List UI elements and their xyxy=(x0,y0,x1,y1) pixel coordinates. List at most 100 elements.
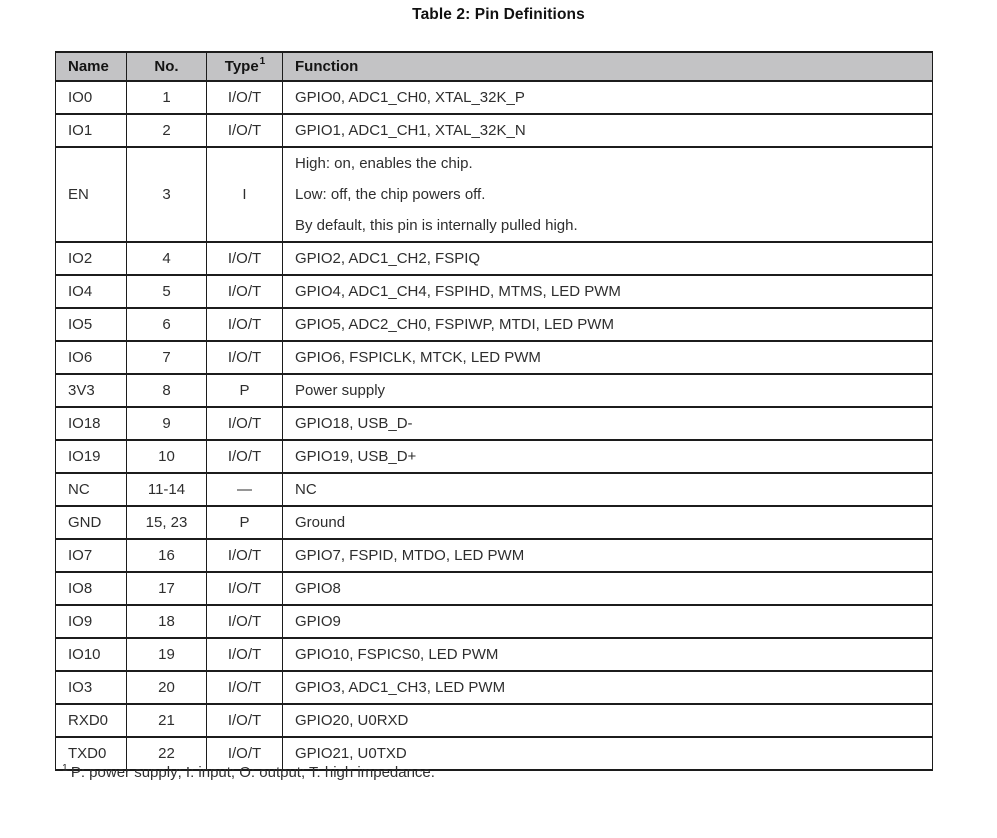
cell-pin-no: 18 xyxy=(126,604,207,639)
cell-pin-function: NC xyxy=(282,472,933,507)
cell-pin-type: I/O/T xyxy=(206,80,283,115)
col-header-function-label: Function xyxy=(295,58,359,75)
cell-pin-function: GPIO9 xyxy=(282,604,933,639)
function-line: Power supply xyxy=(295,382,386,399)
cell-pin-type: I/O/T xyxy=(206,406,283,441)
function-line: GPIO2, ADC1_CH2, FSPIQ xyxy=(295,250,481,267)
cell-pin-name: TXD0 xyxy=(55,736,127,771)
cell-pin-name: IO9 xyxy=(55,604,127,639)
cell-pin-no: 19 xyxy=(126,637,207,672)
cell-pin-no: 6 xyxy=(126,307,207,342)
table-row: GND 15, 23 P Ground xyxy=(55,505,933,540)
cell-pin-name: IO19 xyxy=(55,439,127,474)
table-row: TXD0 22 I/O/T GPIO21, U0TXD xyxy=(55,736,933,771)
table-row: RXD0 21 I/O/T GPIO20, U0RXD xyxy=(55,703,933,738)
table-row: IO5 6 I/O/T GPIO5, ADC2_CH0, FSPIWP, MTDI, … xyxy=(55,307,933,342)
table-footnote: 1 P: power supply; I: input; O: output; T… xyxy=(62,762,435,781)
table-row: IO4 5 I/O/T GPIO4, ADC1_CH4, FSPIHD, MTMS, … xyxy=(55,274,933,309)
table-row: 3V3 8 P Power supply xyxy=(55,373,933,408)
cell-pin-name: GND xyxy=(55,505,127,540)
cell-pin-type: P xyxy=(206,505,283,540)
function-line: GPIO21, U0TXD xyxy=(295,745,407,762)
table-row: EN 3 I High: on, enables the chip. Low: off,… xyxy=(55,146,933,243)
col-header-type: Type1 xyxy=(206,51,283,82)
table-row: IO19 10 I/O/T GPIO19, USB_D+ xyxy=(55,439,933,474)
cell-pin-name: NC xyxy=(55,472,127,507)
function-line: GPIO20, U0RXD xyxy=(295,712,409,729)
cell-pin-function: GPIO5, ADC2_CH0, FSPIWP, MTDI, LED PWM xyxy=(282,307,933,342)
table-row: IO8 17 I/O/T GPIO8 xyxy=(55,571,933,606)
cell-pin-no: 20 xyxy=(126,670,207,705)
cell-pin-type: — xyxy=(206,472,283,507)
cell-pin-name: IO4 xyxy=(55,274,127,309)
pin-definitions-table: Name No. Type1 Function IO0 1 I/O/T GPIO0, … xyxy=(55,51,933,771)
col-header-name-label: Name xyxy=(68,58,109,75)
cell-pin-no: 4 xyxy=(126,241,207,276)
function-line: Low: off, the chip powers off. xyxy=(295,186,486,203)
footnote-text: P: power supply; I: input; O: output; T:… xyxy=(70,764,435,781)
cell-pin-function: GPIO3, ADC1_CH3, LED PWM xyxy=(282,670,933,705)
function-line: GPIO10, FSPICS0, LED PWM xyxy=(295,646,499,663)
function-line: GPIO1, ADC1_CH1, XTAL_32K_N xyxy=(295,122,526,139)
cell-pin-function: GPIO20, U0RXD xyxy=(282,703,933,738)
table-row: IO9 18 I/O/T GPIO9 xyxy=(55,604,933,639)
table-row: IO2 4 I/O/T GPIO2, ADC1_CH2, FSPIQ xyxy=(55,241,933,276)
table-row: IO10 19 I/O/T GPIO10, FSPICS0, LED PWM xyxy=(55,637,933,672)
cell-pin-function: GPIO19, USB_D+ xyxy=(282,439,933,474)
table-row: IO0 1 I/O/T GPIO0, ADC1_CH0, XTAL_32K_P xyxy=(55,80,933,115)
cell-pin-function: High: on, enables the chip. Low: off, the… xyxy=(282,146,933,243)
function-line: GPIO7, FSPID, MTDO, LED PWM xyxy=(295,547,525,564)
function-line: High: on, enables the chip. xyxy=(295,155,473,172)
function-line: GPIO5, ADC2_CH0, FSPIWP, MTDI, LED PWM xyxy=(295,316,614,333)
cell-pin-type: I/O/T xyxy=(206,604,283,639)
cell-pin-name: IO6 xyxy=(55,340,127,375)
cell-pin-no: 1 xyxy=(126,80,207,115)
cell-pin-name: IO0 xyxy=(55,80,127,115)
cell-pin-name: IO1 xyxy=(55,113,127,148)
cell-pin-no: 11-14 xyxy=(126,472,207,507)
cell-pin-no: 15, 23 xyxy=(126,505,207,540)
table-row: IO18 9 I/O/T GPIO18, USB_D- xyxy=(55,406,933,441)
table-title: Table 2: Pin Definitions xyxy=(412,6,585,23)
function-line: NC xyxy=(295,481,317,498)
cell-pin-no: 7 xyxy=(126,340,207,375)
function-line: GPIO3, ADC1_CH3, LED PWM xyxy=(295,679,506,696)
cell-pin-name: IO7 xyxy=(55,538,127,573)
function-line: Ground xyxy=(295,514,346,531)
cell-pin-no: 9 xyxy=(126,406,207,441)
cell-pin-name: IO18 xyxy=(55,406,127,441)
cell-pin-no: 2 xyxy=(126,113,207,148)
cell-pin-type: I/O/T xyxy=(206,113,283,148)
cell-pin-function: Ground xyxy=(282,505,933,540)
cell-pin-function: GPIO7, FSPID, MTDO, LED PWM xyxy=(282,538,933,573)
function-line: GPIO0, ADC1_CH0, XTAL_32K_P xyxy=(295,89,525,106)
cell-pin-type: I/O/T xyxy=(206,307,283,342)
table-body: IO0 1 I/O/T GPIO0, ADC1_CH0, XTAL_32K_P IO1 2… xyxy=(55,80,933,771)
cell-pin-type: I/O/T xyxy=(206,571,283,606)
cell-pin-function: GPIO21, U0TXD xyxy=(282,736,933,771)
col-header-name: Name xyxy=(55,51,127,82)
cell-pin-type: I/O/T xyxy=(206,439,283,474)
cell-pin-function: GPIO8 xyxy=(282,571,933,606)
table-header-row: Name No. Type1 Function xyxy=(55,51,933,82)
col-header-function: Function xyxy=(282,51,933,82)
cell-pin-type: P xyxy=(206,373,283,408)
table-row: IO3 20 I/O/T GPIO3, ADC1_CH3, LED PWM xyxy=(55,670,933,705)
cell-pin-function: GPIO0, ADC1_CH0, XTAL_32K_P xyxy=(282,80,933,115)
cell-pin-name: IO8 xyxy=(55,571,127,606)
footnote-marker: 1 xyxy=(62,762,68,774)
col-header-type-label: Type xyxy=(224,58,259,75)
function-line: GPIO6, FSPICLK, MTCK, LED PWM xyxy=(295,349,541,366)
cell-pin-function: GPIO2, ADC1_CH2, FSPIQ xyxy=(282,241,933,276)
cell-pin-type: I/O/T xyxy=(206,241,283,276)
cell-pin-no: 22 xyxy=(126,736,207,771)
cell-pin-type: I/O/T xyxy=(206,340,283,375)
cell-pin-function: GPIO6, FSPICLK, MTCK, LED PWM xyxy=(282,340,933,375)
cell-pin-name: 3V3 xyxy=(55,373,127,408)
cell-pin-no: 3 xyxy=(126,146,207,243)
table-row: IO1 2 I/O/T GPIO1, ADC1_CH1, XTAL_32K_N xyxy=(55,113,933,148)
function-line: By default, this pin is internally pulle… xyxy=(295,217,578,234)
cell-pin-name: IO3 xyxy=(55,670,127,705)
cell-pin-no: 21 xyxy=(126,703,207,738)
